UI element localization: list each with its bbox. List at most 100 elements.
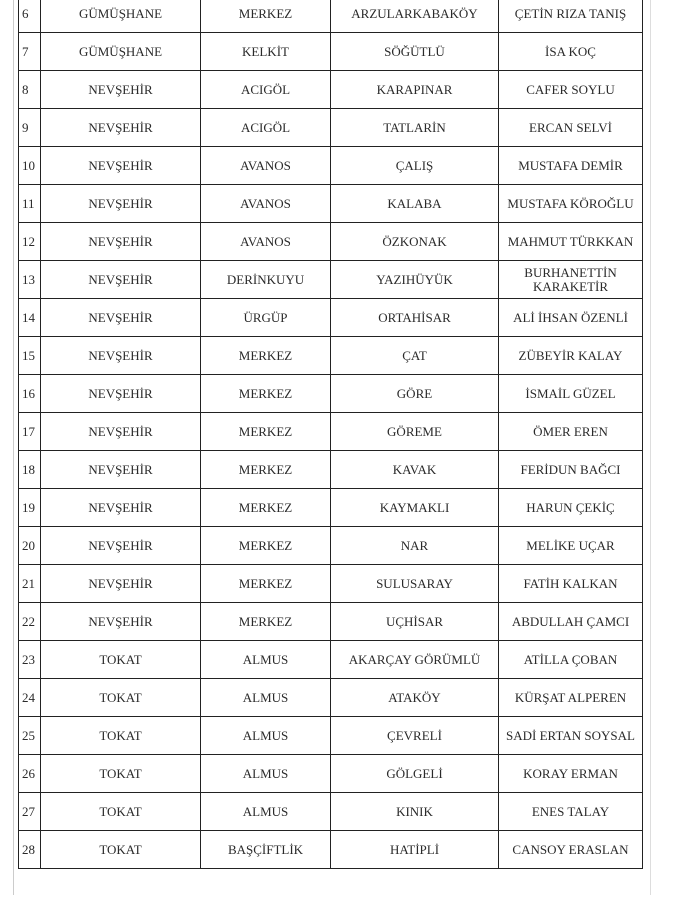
district-cell: ÜRGÜP — [200, 298, 331, 337]
province-cell: NEVŞEHİR — [40, 526, 201, 565]
row-number: 7 — [18, 32, 41, 71]
village-cell: YAZIHÜYÜK — [330, 260, 499, 299]
data-table: 6 GÜMÜŞHANE MERKEZ ARZULARKABAKÖY ÇETİN RIZA… — [18, 0, 643, 869]
row-number: 25 — [18, 716, 41, 755]
village-cell: KALABA — [330, 184, 499, 223]
name-cell: ÇETİN RIZA TANIŞ — [498, 0, 643, 33]
name-cell: İSMAİL GÜZEL — [498, 374, 643, 413]
province-cell: TOKAT — [40, 754, 201, 793]
row-number: 24 — [18, 678, 41, 717]
village-cell: ÖZKONAK — [330, 222, 499, 261]
village-cell: ÇAT — [330, 336, 499, 375]
table-row: 25 TOKAT ALMUS ÇEVRELİ SADİ ERTAN SOYSAL — [18, 716, 643, 755]
village-cell: ATAKÖY — [330, 678, 499, 717]
province-cell: NEVŞEHİR — [40, 564, 201, 603]
name-cell: KORAY ERMAN — [498, 754, 643, 793]
table-row: 28 TOKAT BAŞÇİFTLİK HATİPLİ CANSOY ERASLAN — [18, 830, 643, 869]
name-cell: ALİ İHSAN ÖZENLİ — [498, 298, 643, 337]
row-number: 28 — [18, 830, 41, 869]
name-cell: ÖMER EREN — [498, 412, 643, 451]
province-cell: NEVŞEHİR — [40, 450, 201, 489]
row-number: 13 — [18, 260, 41, 299]
table-row: 8 NEVŞEHİR ACIGÖL KARAPINAR CAFER SOYLU — [18, 70, 643, 109]
row-number: 11 — [18, 184, 41, 223]
district-cell: ACIGÖL — [200, 108, 331, 147]
province-cell: NEVŞEHİR — [40, 336, 201, 375]
name-cell: ATİLLA ÇOBAN — [498, 640, 643, 679]
province-cell: TOKAT — [40, 830, 201, 869]
district-cell: MERKEZ — [200, 336, 331, 375]
row-number: 26 — [18, 754, 41, 793]
table-row: 7 GÜMÜŞHANE KELKİT SÖĞÜTLÜ İSA KOÇ — [18, 32, 643, 71]
village-cell: ÇALIŞ — [330, 146, 499, 185]
table-row: 19 NEVŞEHİR MERKEZ KAYMAKLI HARUN ÇEKİÇ — [18, 488, 643, 527]
village-cell: KARAPINAR — [330, 70, 499, 109]
village-cell: KAVAK — [330, 450, 499, 489]
province-cell: GÜMÜŞHANE — [40, 32, 201, 71]
district-cell: AVANOS — [200, 146, 331, 185]
district-cell: MERKEZ — [200, 0, 331, 33]
district-cell: MERKEZ — [200, 602, 331, 641]
page-margin-line-right — [650, 0, 651, 895]
village-cell: HATİPLİ — [330, 830, 499, 869]
district-cell: MERKEZ — [200, 564, 331, 603]
province-cell: NEVŞEHİR — [40, 108, 201, 147]
table-row: 23 TOKAT ALMUS AKARÇAY GÖRÜMLÜ ATİLLA ÇOBAN — [18, 640, 643, 679]
row-number: 18 — [18, 450, 41, 489]
name-cell: İSA KOÇ — [498, 32, 643, 71]
row-number: 19 — [18, 488, 41, 527]
district-cell: KELKİT — [200, 32, 331, 71]
district-cell: ALMUS — [200, 678, 331, 717]
name-cell: MUSTAFA DEMİR — [498, 146, 643, 185]
province-cell: GÜMÜŞHANE — [40, 0, 201, 33]
district-cell: BAŞÇİFTLİK — [200, 830, 331, 869]
province-cell: NEVŞEHİR — [40, 374, 201, 413]
table-row: 16 NEVŞEHİR MERKEZ GÖRE İSMAİL GÜZEL — [18, 374, 643, 413]
province-cell: NEVŞEHİR — [40, 70, 201, 109]
district-cell: MERKEZ — [200, 412, 331, 451]
row-number: 10 — [18, 146, 41, 185]
table-row: 13 NEVŞEHİR DERİNKUYU YAZIHÜYÜK BURHANETTİN … — [18, 260, 643, 299]
name-cell: FERİDUN BAĞCI — [498, 450, 643, 489]
table-row: 22 NEVŞEHİR MERKEZ UÇHİSAR ABDULLAH ÇAMCI — [18, 602, 643, 641]
row-number: 8 — [18, 70, 41, 109]
name-cell: ABDULLAH ÇAMCI — [498, 602, 643, 641]
district-cell: ALMUS — [200, 754, 331, 793]
table-row: 6 GÜMÜŞHANE MERKEZ ARZULARKABAKÖY ÇETİN RIZA… — [18, 0, 643, 33]
district-cell: MERKEZ — [200, 488, 331, 527]
name-cell: SADİ ERTAN SOYSAL — [498, 716, 643, 755]
province-cell: TOKAT — [40, 640, 201, 679]
row-number: 15 — [18, 336, 41, 375]
district-cell: MERKEZ — [200, 526, 331, 565]
table-row: 24 TOKAT ALMUS ATAKÖY KÜRŞAT ALPEREN — [18, 678, 643, 717]
province-cell: TOKAT — [40, 716, 201, 755]
name-cell: CANSOY ERASLAN — [498, 830, 643, 869]
district-cell: ALMUS — [200, 716, 331, 755]
village-cell: SULUSARAY — [330, 564, 499, 603]
province-cell: NEVŞEHİR — [40, 146, 201, 185]
province-cell: NEVŞEHİR — [40, 298, 201, 337]
village-cell: KINIK — [330, 792, 499, 831]
village-cell: ARZULARKABAKÖY — [330, 0, 499, 33]
table-row: 10 NEVŞEHİR AVANOS ÇALIŞ MUSTAFA DEMİR — [18, 146, 643, 185]
name-cell: MELİKE UÇAR — [498, 526, 643, 565]
village-cell: GÖREME — [330, 412, 499, 451]
district-cell: AVANOS — [200, 184, 331, 223]
village-cell: NAR — [330, 526, 499, 565]
province-cell: TOKAT — [40, 678, 201, 717]
village-cell: AKARÇAY GÖRÜMLÜ — [330, 640, 499, 679]
row-number: 14 — [18, 298, 41, 337]
row-number: 27 — [18, 792, 41, 831]
table-row: 21 NEVŞEHİR MERKEZ SULUSARAY FATİH KALKAN — [18, 564, 643, 603]
district-cell: MERKEZ — [200, 450, 331, 489]
district-cell: ACIGÖL — [200, 70, 331, 109]
name-cell: ERCAN SELVİ — [498, 108, 643, 147]
row-number: 12 — [18, 222, 41, 261]
name-cell: ZÜBEYİR KALAY — [498, 336, 643, 375]
table-body: 6 GÜMÜŞHANE MERKEZ ARZULARKABAKÖY ÇETİN RIZA… — [18, 0, 643, 869]
table-row: 18 NEVŞEHİR MERKEZ KAVAK FERİDUN BAĞCI — [18, 450, 643, 489]
row-number: 21 — [18, 564, 41, 603]
row-number: 6 — [18, 0, 41, 33]
name-cell: HARUN ÇEKİÇ — [498, 488, 643, 527]
page-margin-line-left — [13, 0, 14, 895]
